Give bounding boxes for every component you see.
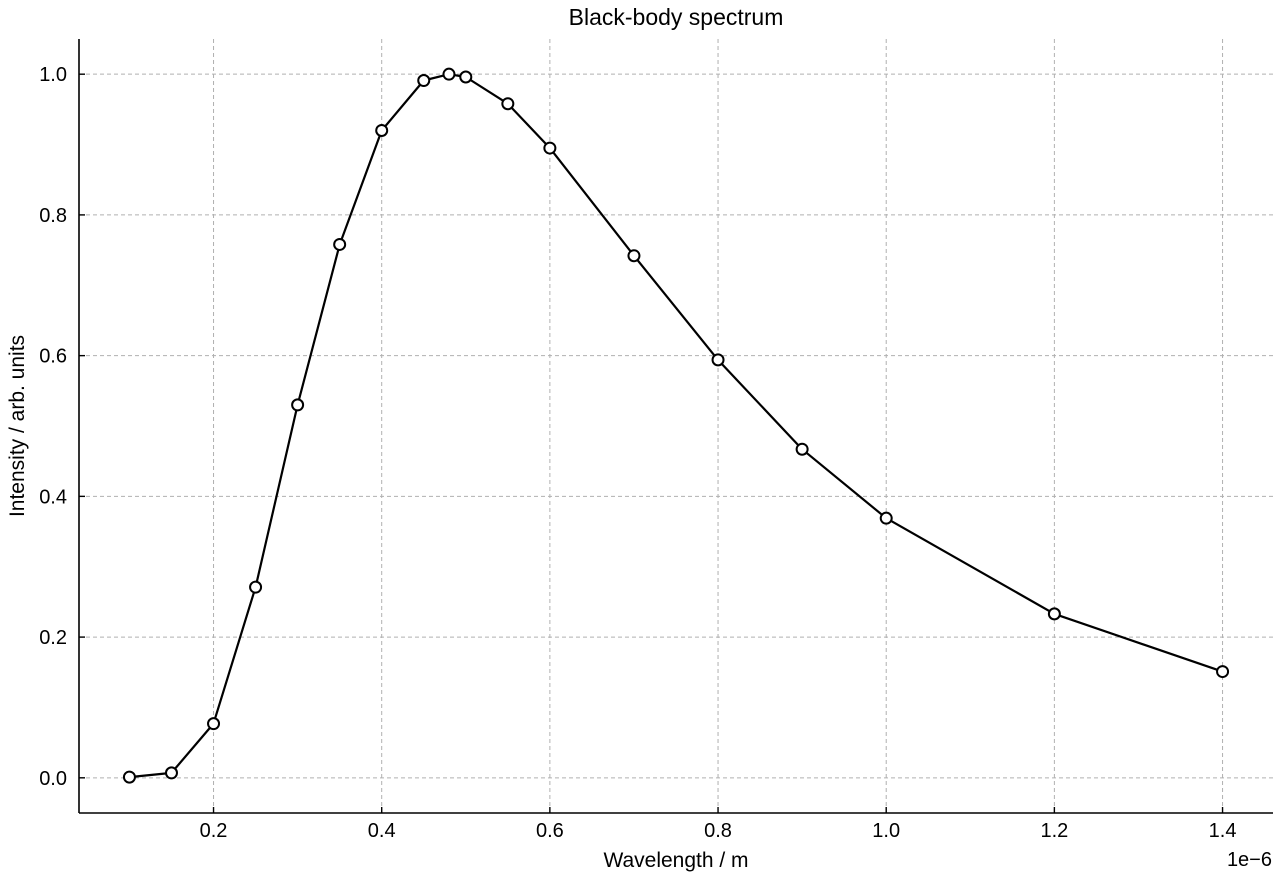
y-tick-label: 0.8 [39,205,67,227]
x-tick-label: 1.0 [872,820,900,842]
data-point [543,141,557,155]
data-point [1216,665,1230,679]
data-point [711,353,725,367]
y-tick-label: 0.4 [39,486,67,508]
x-tick-label: 1.2 [1040,820,1068,842]
y-axis-label: Intensity / arb. units [6,335,29,517]
data-point [1047,607,1061,621]
y-tick-label: 0.2 [39,627,67,649]
grid [79,39,1273,813]
data-point [501,97,515,111]
data-point [333,237,347,251]
chart-title: Black-body spectrum [569,4,784,30]
data-point [164,766,178,780]
x-tick-label: 0.2 [200,820,228,842]
data-point [249,580,263,594]
data-point [291,398,305,412]
x-tick-label: 0.6 [536,820,564,842]
x-tick-label: 0.8 [704,820,732,842]
x-offset-label: 1e−6 [1227,849,1272,871]
data-point [627,249,641,263]
y-tick-label: 0.0 [39,768,67,790]
data-point [459,70,473,84]
x-tick-label: 0.4 [368,820,396,842]
x-axis-label: Wavelength / m [603,849,748,872]
y-tick-label: 1.0 [39,64,67,86]
data-point [795,442,809,456]
data-point [207,717,221,731]
data-point [122,770,136,784]
axes: 0.2 0.4 0.6 0.8 1.0 1.2 1.4 0.0 0.2 0.4 0.6 0.8 1.0 [39,39,1273,842]
data-point [417,74,431,88]
data-series [122,67,1230,784]
data-point [879,511,893,525]
x-tick-label: 1.4 [1209,820,1237,842]
data-point [442,67,456,81]
y-tick-label: 0.6 [39,346,67,368]
series-line [129,73,1223,779]
data-point [375,123,389,137]
